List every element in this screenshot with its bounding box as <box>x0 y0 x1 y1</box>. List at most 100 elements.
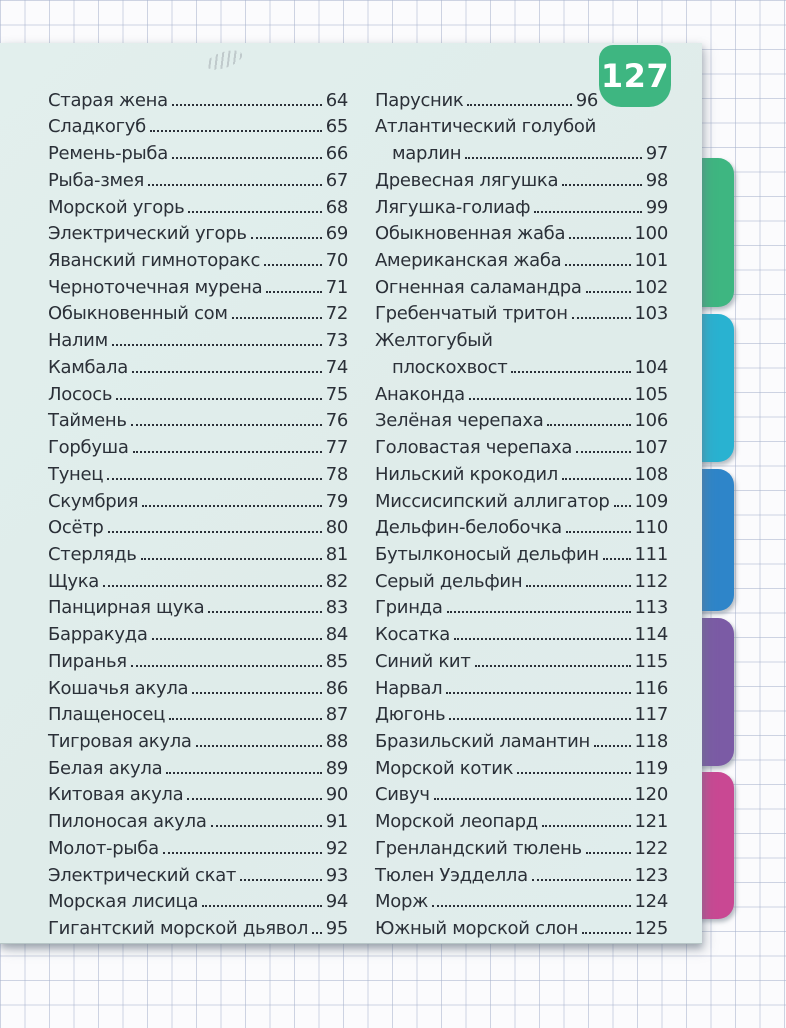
dot-leader <box>130 424 322 427</box>
entry-title: Щука <box>48 570 100 592</box>
entry-page-number: 72 <box>325 303 349 325</box>
toc-entry: Китовая акула 90 <box>48 779 349 806</box>
toc-entry: Молот-рыба 92 <box>48 832 348 859</box>
toc-entry: Тигровая акула 88 <box>48 725 348 752</box>
dot-leader <box>569 237 631 240</box>
toc-entry: Лягушка-голиаф 99 <box>375 191 668 218</box>
entry-page-number: 75 <box>325 383 349 405</box>
entry-title: Морская лисица <box>48 891 199 913</box>
dot-leader <box>517 771 631 774</box>
entry-page-number: 113 <box>634 597 669 619</box>
toc-entry: Древесная лягушка 98 <box>375 164 668 191</box>
dot-leader <box>449 718 631 721</box>
entry-title: Головастая черепаха <box>375 437 573 459</box>
entry-page-number: 73 <box>325 330 349 352</box>
toc-entry: Атлантический голубой <box>375 111 668 137</box>
entry-page-number: 111 <box>634 543 669 565</box>
toc-entry: Стерлядь 81 <box>48 538 348 565</box>
entry-page-number: 101 <box>634 250 669 272</box>
entry-page-number: 112 <box>634 570 669 592</box>
toc-entry: Тюлен Уэдделла 123 <box>375 859 668 886</box>
entry-page-number: 78 <box>325 463 349 485</box>
entry-page-number: 95 <box>325 918 349 939</box>
toc-entry: Нильский крокодил 108 <box>375 458 668 485</box>
entry-page-number: 96 <box>575 89 599 111</box>
dot-leader <box>149 130 322 133</box>
entry-title: Черноточечная мурена <box>48 276 263 298</box>
entry-title: Древесная лягушка <box>375 169 559 191</box>
entry-page-number: 69 <box>325 223 349 245</box>
dot-leader <box>565 264 631 267</box>
dot-leader <box>613 504 631 507</box>
dot-leader <box>465 157 642 160</box>
toc-entry: Пилоносая акула 91 <box>48 805 348 832</box>
dot-leader <box>593 744 631 747</box>
dot-leader <box>140 557 322 560</box>
entry-title: Лягушка-голиаф <box>375 196 531 218</box>
entry-title: Миссисипский аллигатор <box>375 490 610 512</box>
toc-column-left: Старая жена 64 Сладкогуб 65 Ремень-рыба 66 Рыб… <box>48 84 348 939</box>
dot-leader <box>166 771 322 774</box>
entry-title-continuation: марлин <box>392 143 462 165</box>
toc-entry: Гренландский тюлень 122 <box>375 832 668 859</box>
entry-page-number: 94 <box>325 891 349 913</box>
toc-entry: Ремень-рыба 66 <box>48 137 348 164</box>
toc-entry: Черноточечная мурена 71 <box>48 271 348 298</box>
entry-page-number: 66 <box>325 143 349 165</box>
entry-title: Стерлядь <box>48 543 137 565</box>
entry-title: Электрический скат <box>48 864 237 886</box>
entry-page-number: 109 <box>634 490 669 512</box>
toc-entry: Плащеносец 87 <box>48 699 349 726</box>
toc-entry: Косатка 114 <box>375 618 668 645</box>
entry-title: Рыба-змея <box>48 169 145 191</box>
entry-title: Таймень <box>48 410 127 432</box>
entry-page-number: 89 <box>325 757 349 779</box>
toc-entry: Осётр 80 <box>48 512 348 538</box>
entry-page-number: 81 <box>325 543 349 565</box>
toc-entry: Сладкогуб 65 <box>48 111 348 137</box>
dot-leader <box>231 317 322 320</box>
entry-title: Нарвал <box>375 677 443 699</box>
dot-leader <box>562 183 642 186</box>
entry-page-number: 79 <box>325 490 349 512</box>
dot-leader <box>240 878 322 881</box>
dot-leader <box>202 905 322 908</box>
entry-page-number: 83 <box>325 597 349 619</box>
toc-entry: Таймень 76 <box>48 405 348 432</box>
toc-entry: Старая жена 64 <box>48 84 348 111</box>
dot-leader <box>162 851 322 854</box>
dot-leader <box>195 744 322 747</box>
toc-entry: Электрический скат 93 <box>48 859 348 886</box>
entry-title: Морж <box>375 891 428 913</box>
entry-title: Морской леопард <box>375 811 538 833</box>
entry-page-number: 124 <box>634 891 669 913</box>
toc-entry: Щука 82 <box>48 565 348 592</box>
entry-page-number: 116 <box>634 677 669 699</box>
entry-page-number: 82 <box>325 570 349 592</box>
dot-leader <box>188 210 322 213</box>
entry-page-number: 114 <box>634 624 669 646</box>
entry-title: Парусник <box>375 89 464 111</box>
pencil-smudge <box>203 46 245 74</box>
entry-title: Бразильский ламантин <box>375 730 590 752</box>
entry-title: Гринда <box>375 597 443 619</box>
entry-page-number: 90 <box>325 784 349 806</box>
entry-title: Нильский крокодил <box>375 463 558 485</box>
entry-page-number: 102 <box>634 276 669 298</box>
toc-entry: Миссисипский аллигатор 109 <box>375 485 668 512</box>
dot-leader <box>210 825 322 828</box>
entry-page-number: 123 <box>634 864 669 886</box>
toc-entry: Панцирная щука 83 <box>48 592 349 619</box>
entry-page-number: 97 <box>645 143 669 165</box>
dot-leader <box>585 290 631 293</box>
entry-title: Обыкновенный сом <box>48 303 228 325</box>
dot-leader <box>526 584 631 587</box>
dot-leader <box>454 638 631 641</box>
entry-page-number: 118 <box>634 730 669 752</box>
entry-title: Китовая акула <box>48 784 184 806</box>
entry-page-number: 87 <box>325 704 349 726</box>
toc-entry: Морской угорь 68 <box>48 191 348 218</box>
dot-leader <box>142 504 322 507</box>
dot-leader <box>432 905 631 908</box>
entry-title: Налим <box>48 330 108 352</box>
